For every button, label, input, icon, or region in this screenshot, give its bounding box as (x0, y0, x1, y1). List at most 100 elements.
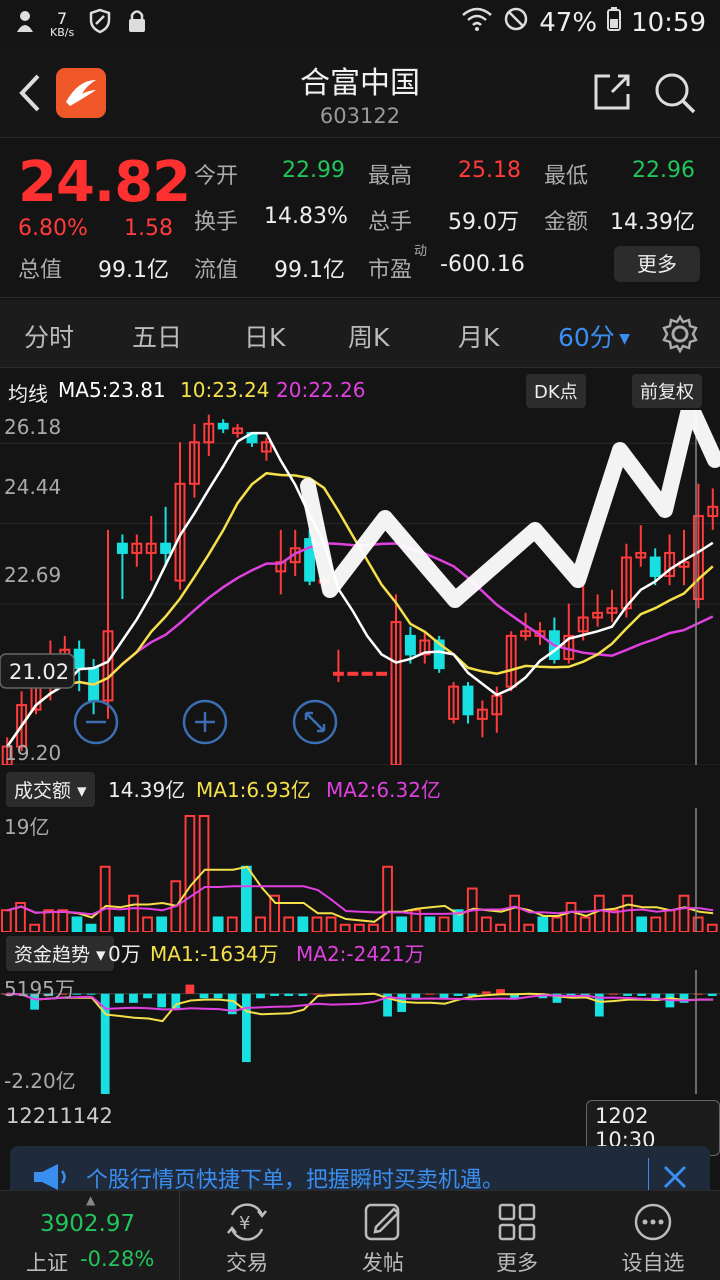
candle-body (649, 556, 661, 577)
fund-value: 0万 (108, 942, 141, 966)
volume-bar (678, 894, 690, 932)
candle-body (260, 441, 272, 453)
candle-body (73, 648, 85, 670)
zoom-out-icon[interactable] (73, 699, 119, 745)
volume-chart[interactable]: 19亿 (0, 808, 720, 932)
nav-trade[interactable]: ¥ 交易 (192, 1199, 302, 1277)
volume-bar (622, 894, 633, 932)
tab-intraday[interactable]: 分时 (24, 323, 75, 352)
nav-more[interactable]: 更多 (462, 1199, 572, 1277)
candle-body (160, 542, 172, 554)
fund-bar (270, 993, 279, 996)
time-axis-left: 12211142 (6, 1104, 113, 1128)
candlestick-chart[interactable]: 26.18 24.44 22.69 19.20 21.02 (0, 410, 720, 765)
index-widget[interactable]: ▲ 3902.97 上证 -0.28% (0, 1191, 180, 1280)
search-icon[interactable] (652, 70, 698, 120)
fund-ma2: MA2:-2421万 (296, 942, 425, 966)
app-logo-icon[interactable] (56, 68, 106, 122)
total-cap-value: 99.1亿 (98, 258, 169, 283)
volume-ma1: MA1:6.93亿 (196, 778, 311, 802)
handwritten-stroke (300, 410, 720, 608)
candle-body (131, 542, 143, 554)
fund-bar (58, 993, 68, 995)
candle-body (145, 542, 157, 554)
candle-body (664, 551, 676, 577)
more-button[interactable]: 更多 (614, 246, 700, 282)
volume-bar (269, 894, 280, 932)
gear-icon[interactable] (660, 314, 700, 358)
price-tick-2: 24.44 (4, 475, 61, 499)
fund-bar (284, 993, 294, 996)
volume-bar (424, 916, 436, 932)
trade-icon: ¥ (192, 1199, 302, 1245)
candle-body (347, 671, 359, 676)
volume-bar (198, 815, 210, 932)
fund-bar (143, 993, 152, 999)
fund-bar (227, 993, 237, 1015)
candle-body (16, 704, 28, 748)
ma10-value: 10:23.24 (180, 378, 270, 402)
close-icon[interactable] (660, 1162, 690, 1198)
price-tick-3: 22.69 (4, 563, 61, 587)
zoom-in-icon[interactable] (182, 699, 228, 745)
tab-60min[interactable]: 60分 ▼ (558, 323, 631, 352)
volume-selector[interactable]: 成交额 ▾ (6, 772, 95, 807)
fund-bar (609, 993, 618, 995)
fund-bar (679, 993, 689, 1003)
back-icon[interactable] (16, 72, 44, 118)
fq-button[interactable]: 前复权 (632, 374, 702, 408)
volume-bar (706, 923, 718, 932)
lock-icon (126, 8, 148, 41)
fund-bar (439, 993, 449, 999)
candle-body (520, 630, 532, 637)
fund-bar (594, 993, 604, 1017)
fund-axis-bottom: -2.20亿 (4, 1069, 76, 1093)
period-tabs: 分时 五日 日K 周K 月K 60分 ▼ (0, 300, 720, 368)
tab-five-day[interactable]: 五日 (132, 323, 183, 352)
fund-bar (453, 993, 463, 996)
fullscreen-icon[interactable] (292, 699, 338, 745)
fund-bar (72, 993, 82, 995)
up-arrow-icon: ▲ (86, 1193, 96, 1207)
amount-label: 金额 (544, 210, 589, 235)
candle-body (390, 621, 402, 765)
share-icon[interactable] (590, 70, 634, 118)
post-icon (328, 1199, 438, 1245)
fund-bar (213, 993, 223, 999)
wifi-icon (461, 6, 493, 39)
candle-body (116, 542, 128, 554)
fund-header: 资金趋势 ▾ 0万 MA1:-1634万 MA2:-2421万 (0, 934, 720, 971)
candle-body (304, 538, 316, 582)
current-price: 24.82 (18, 150, 191, 215)
volume-header: 成交额 ▾ 14.39亿 MA1:6.93亿 MA2:6.32亿 (0, 770, 720, 807)
dk-button[interactable]: DK点 (526, 374, 586, 408)
nav-add-watchlist[interactable]: 设自选 (598, 1199, 708, 1277)
fund-bar (637, 993, 647, 996)
fund-bar (114, 993, 124, 1003)
tab-monthly-k[interactable]: 月K (458, 323, 500, 352)
candle-body (376, 671, 388, 676)
fund-chart[interactable]: 5195万 -2.20亿 (0, 970, 720, 1094)
fund-selector[interactable]: 资金趋势 ▾ (6, 936, 114, 971)
float-cap-label: 流值 (194, 258, 239, 283)
volume-bar (311, 916, 323, 932)
nav-post[interactable]: 发帖 (328, 1199, 438, 1277)
fund-bar (157, 993, 167, 1008)
time-axis: 12211142 1202 10:30 (0, 1098, 720, 1156)
megaphone-icon (32, 1162, 68, 1198)
fund-bar (425, 993, 435, 995)
banner-divider (648, 1158, 649, 1194)
volume-bar (15, 902, 26, 932)
tab-weekly-k[interactable]: 周K (348, 323, 390, 352)
volume-bar (156, 916, 168, 932)
total-cap-label: 总值 (18, 258, 63, 283)
fund-bar (312, 993, 322, 995)
volume-bar (43, 909, 55, 932)
volume-bar (664, 909, 676, 932)
cursor-price-label: 21.02 (0, 653, 75, 689)
volume-bar (255, 916, 266, 932)
fund-bar (411, 993, 421, 999)
volume-bar (128, 894, 139, 932)
fund-bar (86, 993, 96, 995)
tab-daily-k[interactable]: 日K (244, 323, 286, 352)
